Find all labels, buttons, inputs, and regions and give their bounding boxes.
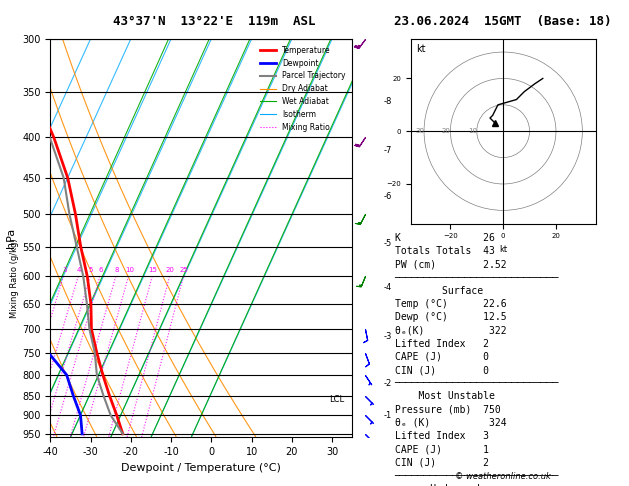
Text: -7: -7 [384, 146, 392, 155]
Text: 10: 10 [468, 128, 477, 134]
Text: LCL: LCL [329, 395, 344, 404]
Text: -4: -4 [384, 283, 392, 292]
Text: 20: 20 [442, 128, 450, 134]
Text: 43°37'N  13°22'E  119m  ASL: 43°37'N 13°22'E 119m ASL [113, 15, 315, 28]
Legend: Temperature, Dewpoint, Parcel Trajectory, Dry Adiabat, Wet Adiabat, Isotherm, Mi: Temperature, Dewpoint, Parcel Trajectory… [257, 43, 348, 135]
Text: 10: 10 [125, 267, 134, 274]
Text: 25: 25 [180, 267, 189, 274]
Text: kt: kt [416, 44, 426, 54]
Text: 30: 30 [415, 128, 424, 134]
Text: 15: 15 [148, 267, 157, 274]
Y-axis label: hPa: hPa [6, 228, 16, 248]
Text: 5: 5 [89, 267, 93, 274]
Text: Mixing Ratio (g/kg): Mixing Ratio (g/kg) [9, 238, 19, 318]
Text: -1: -1 [384, 411, 392, 420]
Y-axis label: km
ASL: km ASL [0, 219, 8, 238]
Text: 23.06.2024  15GMT  (Base: 18): 23.06.2024 15GMT (Base: 18) [394, 15, 612, 28]
Text: -2: -2 [384, 379, 392, 388]
Text: -5: -5 [384, 239, 392, 248]
Text: 3: 3 [62, 267, 67, 274]
Text: -3: -3 [384, 332, 392, 341]
Text: -6: -6 [384, 192, 392, 201]
Text: © weatheronline.co.uk: © weatheronline.co.uk [455, 472, 551, 481]
X-axis label: Dewpoint / Temperature (°C): Dewpoint / Temperature (°C) [121, 463, 281, 473]
X-axis label: kt: kt [499, 245, 507, 254]
Text: 8: 8 [114, 267, 119, 274]
Text: 20: 20 [166, 267, 175, 274]
Text: 4: 4 [77, 267, 81, 274]
Text: K              26
Totals Totals  43
PW (cm)        2.52
────────────────────────: K 26 Totals Totals 43 PW (cm) 2.52 ─────… [394, 233, 559, 486]
Text: 6: 6 [99, 267, 103, 274]
Text: -8: -8 [384, 97, 392, 106]
